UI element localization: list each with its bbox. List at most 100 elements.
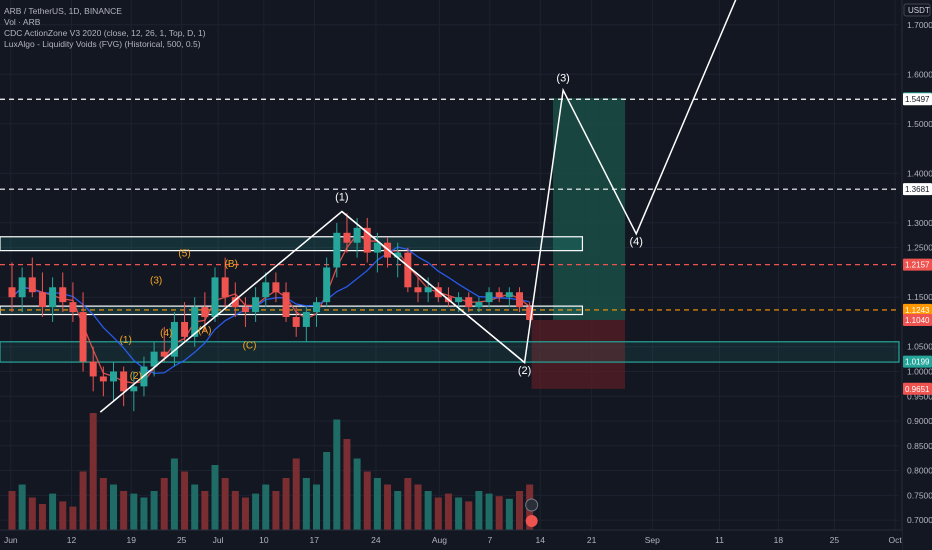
- candle: [505, 287, 513, 308]
- candle: [8, 262, 16, 313]
- candle-body: [252, 297, 260, 313]
- candle-body: [99, 376, 107, 382]
- candle: [110, 361, 117, 402]
- wave-label-corrective: (C): [243, 341, 257, 352]
- wave-label-corrective: (B): [225, 259, 238, 270]
- wave-label-corrective: (A): [198, 325, 211, 336]
- candle: [404, 247, 412, 293]
- candle-body: [424, 287, 432, 293]
- legend-symbol[interactable]: ARB / TetherUS, 1D, BINANCE: [4, 6, 122, 16]
- candle-body: [49, 287, 57, 308]
- volume-bar: [99, 478, 107, 530]
- volume-bar: [282, 478, 290, 530]
- volume-bar: [201, 491, 209, 530]
- candle-body: [434, 287, 442, 298]
- candle-body: [282, 292, 290, 318]
- volume-bar: [89, 413, 97, 530]
- zone-support-band: [0, 341, 900, 363]
- candle-body: [465, 297, 473, 308]
- candle-body: [160, 351, 168, 357]
- legend-volume[interactable]: Vol · ARB: [4, 17, 41, 27]
- candle: [49, 277, 57, 322]
- price-marker-box: [903, 303, 932, 316]
- price-tick-label: 1.4000: [907, 168, 932, 178]
- candle-body: [333, 232, 341, 268]
- volume-bar: [181, 471, 189, 530]
- time-tick-label: Sep: [645, 535, 660, 545]
- wave-leg-line: [341, 210, 526, 364]
- candle-body: [231, 297, 239, 308]
- volume-bar: [38, 504, 46, 530]
- volume-bar: [140, 497, 148, 530]
- candle-body: [8, 287, 16, 298]
- candle-body: [343, 232, 351, 243]
- price-tick-label: 1.1500: [907, 292, 932, 302]
- candle-body: [191, 307, 199, 337]
- price-marker-box: [903, 93, 932, 106]
- target-zone: [552, 98, 626, 320]
- volume-bar: [79, 471, 87, 530]
- candle-body: [323, 267, 331, 303]
- candle: [292, 307, 300, 337]
- price-tick-label: 1.6000: [907, 69, 932, 79]
- price-tick-label: 1.7000: [907, 20, 932, 30]
- legend-indicator-luxalgo[interactable]: LuxAlgo - Liquidity Voids (FVG) (Histori…: [4, 39, 201, 49]
- candle: [465, 292, 473, 313]
- volume-bar: [211, 465, 219, 530]
- candle-body: [495, 292, 503, 298]
- price-tick-label: 1.2500: [907, 243, 932, 253]
- time-tick-label: 21: [587, 535, 597, 545]
- price-tick-label: 1.3000: [907, 218, 932, 228]
- candle: [181, 302, 189, 342]
- volume-bar: [333, 419, 341, 530]
- candle: [333, 222, 341, 278]
- volume-bar: [252, 493, 260, 530]
- candle: [323, 257, 331, 308]
- volume-bar: [424, 491, 432, 530]
- price-marker-label: 1.2157: [905, 261, 930, 270]
- time-tick-label: Oct: [888, 535, 902, 545]
- volume-bar: [272, 491, 280, 530]
- volume-bar: [59, 501, 67, 530]
- time-tick-label: 18: [774, 535, 784, 545]
- volume-bar: [384, 484, 392, 530]
- candle: [495, 287, 503, 303]
- volume-bar: [323, 452, 331, 530]
- price-tick-label: 1.5000: [907, 119, 932, 129]
- candle-body: [120, 371, 128, 392]
- volume-bar: [150, 491, 158, 530]
- wave-label-corrective: (5): [178, 249, 190, 260]
- price-marker-box: [903, 355, 932, 368]
- volume-bar: [262, 484, 270, 530]
- time-tick-label: Jun: [4, 535, 18, 545]
- chart-legend: ARB / TetherUS, 1D, BINANCE Vol · ARB CD…: [4, 6, 206, 50]
- time-tick-label: 19: [127, 535, 137, 545]
- price-tick-label: 0.7500: [907, 490, 932, 500]
- candle-body: [221, 277, 229, 298]
- candle: [221, 257, 229, 308]
- candle: [59, 272, 67, 313]
- moving-average-line: [11, 246, 530, 375]
- wave-label-impulse: (1): [335, 192, 348, 204]
- candle-body: [69, 302, 77, 313]
- volume-bar: [160, 478, 168, 530]
- price-marker-box: [903, 183, 932, 196]
- legend-indicator-cdc[interactable]: CDC ActionZone V3 2020 (close, 12, 26, 1…: [4, 28, 206, 38]
- candle-body: [485, 292, 493, 303]
- candle: [343, 212, 351, 253]
- wave-label-impulse: (4): [629, 236, 642, 248]
- candle: [99, 366, 107, 397]
- candle: [150, 341, 158, 377]
- candle: [526, 302, 534, 322]
- volume-bar: [191, 484, 199, 530]
- candle-body: [404, 252, 412, 288]
- candle-body: [353, 227, 361, 243]
- volume-bar: [404, 478, 412, 530]
- volume-bar: [110, 484, 117, 530]
- wave-label-corrective: (2): [130, 371, 142, 382]
- news-icon: [525, 515, 538, 527]
- candle-body: [272, 282, 280, 293]
- price-tick-label: 0.7000: [907, 515, 932, 525]
